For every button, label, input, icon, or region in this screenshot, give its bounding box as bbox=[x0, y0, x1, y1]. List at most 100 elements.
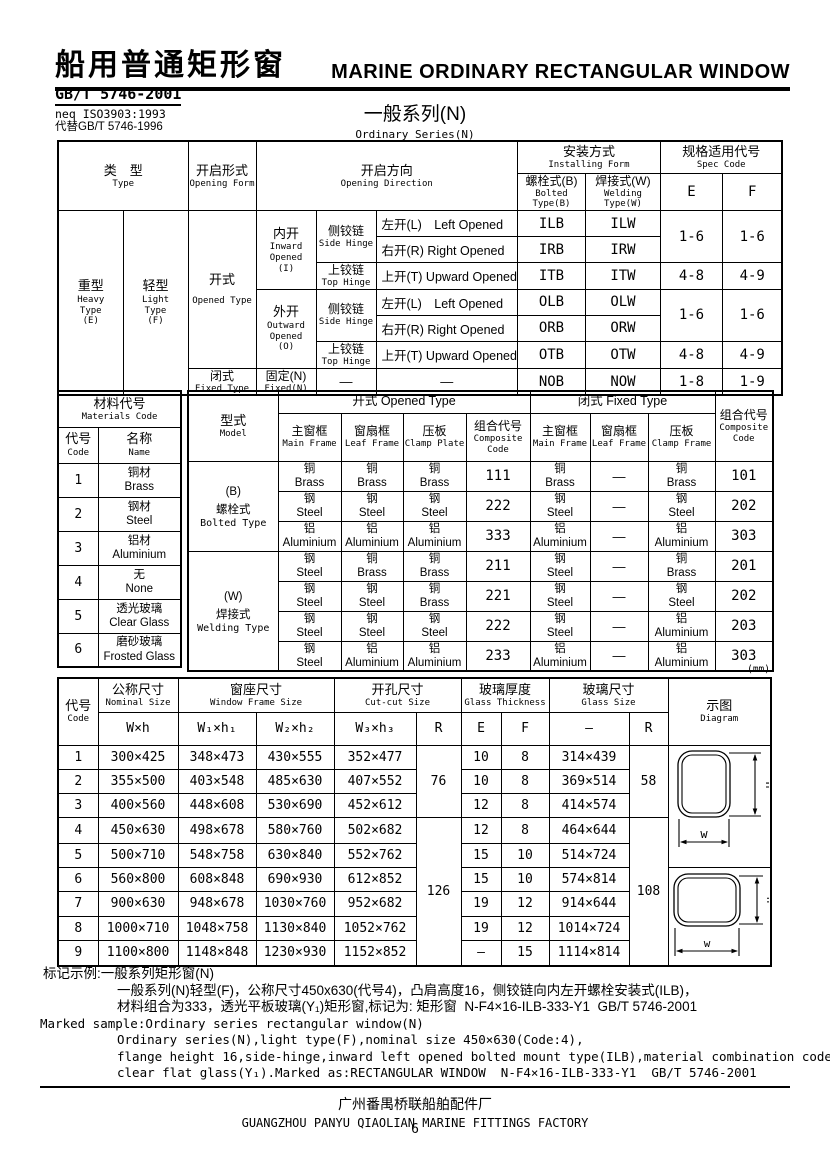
cell-f: 10 bbox=[500, 866, 550, 893]
cell-glass-size: 574×814 bbox=[548, 866, 630, 893]
arrowhead bbox=[752, 753, 758, 760]
cell-r-cut-top: 76 bbox=[415, 744, 462, 818]
arrowhead bbox=[731, 948, 739, 953]
label-zh: 重型 bbox=[77, 278, 104, 294]
label-en: Clamp Frame bbox=[651, 439, 712, 450]
label-zh: 公称尺寸 bbox=[111, 681, 164, 697]
cell-glass-size: 369×514 bbox=[548, 768, 630, 794]
label-zh: (W) 焊接式 bbox=[216, 590, 251, 621]
material-code: 3 bbox=[57, 530, 99, 566]
label-zh: 螺栓式(B) bbox=[525, 173, 578, 188]
series-heading: 一般系列(N) Ordinary Series(N) bbox=[0, 99, 830, 141]
hdr-spec-code: 规格适用代号 Spec Code bbox=[659, 140, 783, 174]
hdr-open-main-frame: 主窗框 Main Frame bbox=[277, 412, 342, 462]
label-mixed: 闭式 Fixed Type bbox=[577, 394, 668, 409]
label-zh: 组合代号 bbox=[473, 418, 522, 433]
cell-nominal: 300×425 bbox=[97, 744, 179, 770]
cell-welding-code: ORW bbox=[584, 314, 661, 342]
cell-open-leaf: 铜 Brass bbox=[340, 550, 404, 582]
cell-light-type: 轻型 Light Type (F) bbox=[122, 210, 189, 396]
label-en: Leaf Frame bbox=[591, 439, 647, 450]
label-mixed: 开式 Opened Type bbox=[352, 394, 456, 409]
cell-bolted-code: OLB bbox=[516, 288, 586, 316]
cell-nominal: 1000×710 bbox=[97, 915, 179, 942]
unit-note: (mm) bbox=[747, 664, 770, 675]
label-zh: 侧铰链 bbox=[327, 223, 364, 238]
cell-open-code: 222 bbox=[465, 610, 531, 642]
label-zh: 窗扇框 bbox=[353, 424, 390, 439]
label-en: Leaf Frame bbox=[344, 439, 400, 450]
label-en: Code bbox=[67, 714, 90, 725]
materials-code-table: 材料代号 Materials Code 代号 Code 名称 Name 1 铜材 Bra… bbox=[57, 390, 182, 668]
cell-welding-code: ITW bbox=[584, 262, 661, 290]
cell-w3h3: 407×552 bbox=[333, 768, 417, 794]
label-en: Cut-cut Size bbox=[364, 697, 431, 708]
label-en: Model bbox=[219, 428, 247, 439]
label-en: Materials Code bbox=[81, 411, 158, 422]
cell-fixed-main: 铝 Aluminium bbox=[529, 640, 591, 672]
cell-f: 12 bbox=[500, 915, 550, 942]
cell-open-leaf: 钢 Steel bbox=[340, 580, 404, 612]
hdr-r-cut: R bbox=[415, 711, 462, 746]
page-title-en: MARINE ORDINARY RECTANGULAR WINDOW bbox=[331, 61, 790, 83]
height-dimension-arrow bbox=[739, 874, 764, 925]
material-code: 5 bbox=[57, 598, 99, 634]
cell-fixed-leaf: — bbox=[589, 610, 649, 642]
hdr-spec-f: F bbox=[721, 172, 783, 212]
series-title-en: Ordinary Series(N) bbox=[355, 128, 475, 141]
width-label: w bbox=[704, 937, 711, 950]
label-zh: 示图 bbox=[706, 698, 733, 714]
cell-w2h2: 580×760 bbox=[255, 816, 335, 844]
hdr-opening-form: 开启形式 Opening Form bbox=[187, 140, 257, 212]
cell-nominal: 400×560 bbox=[97, 792, 179, 818]
material-code: 1 bbox=[57, 462, 99, 498]
cell-w3h3: 952×682 bbox=[333, 891, 417, 917]
hdr-spec-e: E bbox=[659, 172, 723, 212]
cell-top-hinge-2: 上铰链 Top Hinge bbox=[315, 340, 377, 369]
cell-w2h2: 1230×930 bbox=[255, 940, 335, 966]
cell-bolted-code: OTB bbox=[516, 340, 586, 369]
height-label: h bbox=[763, 781, 769, 788]
cell-spec-e: 4-8 bbox=[659, 340, 723, 369]
cell-nominal: 450×630 bbox=[97, 816, 179, 844]
cell-bolted-code: ORB bbox=[516, 314, 586, 342]
label-zh: 开孔尺寸 bbox=[371, 681, 424, 697]
hdr-glass-thickness: 玻璃厚度 Glass Thickness bbox=[460, 677, 550, 713]
cell-direction: 上开(T) Upward Opened bbox=[375, 262, 518, 290]
cell-spec-f: 1-6 bbox=[721, 210, 783, 264]
cell-w3h3: 552×762 bbox=[333, 842, 417, 868]
cell-fixed-code: 202 bbox=[714, 580, 774, 612]
cell-f: 8 bbox=[500, 816, 550, 844]
cell-open-main: 钢 Steel bbox=[277, 490, 342, 522]
cell-fixed-main: 钢 Steel bbox=[529, 580, 591, 612]
label-zh: 玻璃尺寸 bbox=[582, 681, 635, 697]
cell-fixed-code: 101 bbox=[714, 460, 774, 492]
cell-open-clamp: 铝 Aluminium bbox=[402, 520, 467, 552]
cell-w2h2: 1130×840 bbox=[255, 915, 335, 942]
cell-code: 9 bbox=[57, 940, 99, 966]
cell-f: 8 bbox=[500, 768, 550, 794]
cell-code: 1 bbox=[57, 744, 99, 770]
material-name: 钢材 Steel bbox=[97, 496, 182, 532]
hdr-opening-direction: 开启方向 Opening Direction bbox=[255, 140, 518, 212]
label-en: Window Frame Size bbox=[209, 697, 303, 708]
label-zh: 玻璃厚度 bbox=[478, 681, 531, 697]
cell-w1h1: 348×473 bbox=[177, 744, 257, 770]
cell-open-leaf: 钢 Steel bbox=[340, 610, 404, 642]
cell-fixed-leaf: — bbox=[589, 580, 649, 612]
note-line: Marked sample:Ordinary series rectangula… bbox=[40, 1015, 424, 1031]
cell-glass-size: 464×644 bbox=[548, 816, 630, 844]
hdr-model: 型式 Model bbox=[187, 390, 279, 462]
label-zh: 侧铰链 bbox=[327, 302, 364, 317]
note-line: 材料组合为333，透光平板玻璃(Y₁)矩形窗,标记为: 矩形窗 N-F4×16-… bbox=[117, 999, 698, 1014]
label-zh: 代号 bbox=[65, 698, 92, 714]
label-en: Side Hinge bbox=[318, 238, 374, 249]
cell-w3h3: 612×852 bbox=[333, 866, 417, 893]
cell-open-clamp: 铝 Aluminium bbox=[402, 640, 467, 672]
label-zh: 主窗框 bbox=[291, 424, 328, 439]
cell-w1h1: 403×548 bbox=[177, 768, 257, 794]
cell-w3h3: 1052×762 bbox=[333, 915, 417, 942]
cell-w1h1: 448×608 bbox=[177, 792, 257, 818]
hdr-opened-type: 开式 Opened Type bbox=[277, 390, 531, 414]
